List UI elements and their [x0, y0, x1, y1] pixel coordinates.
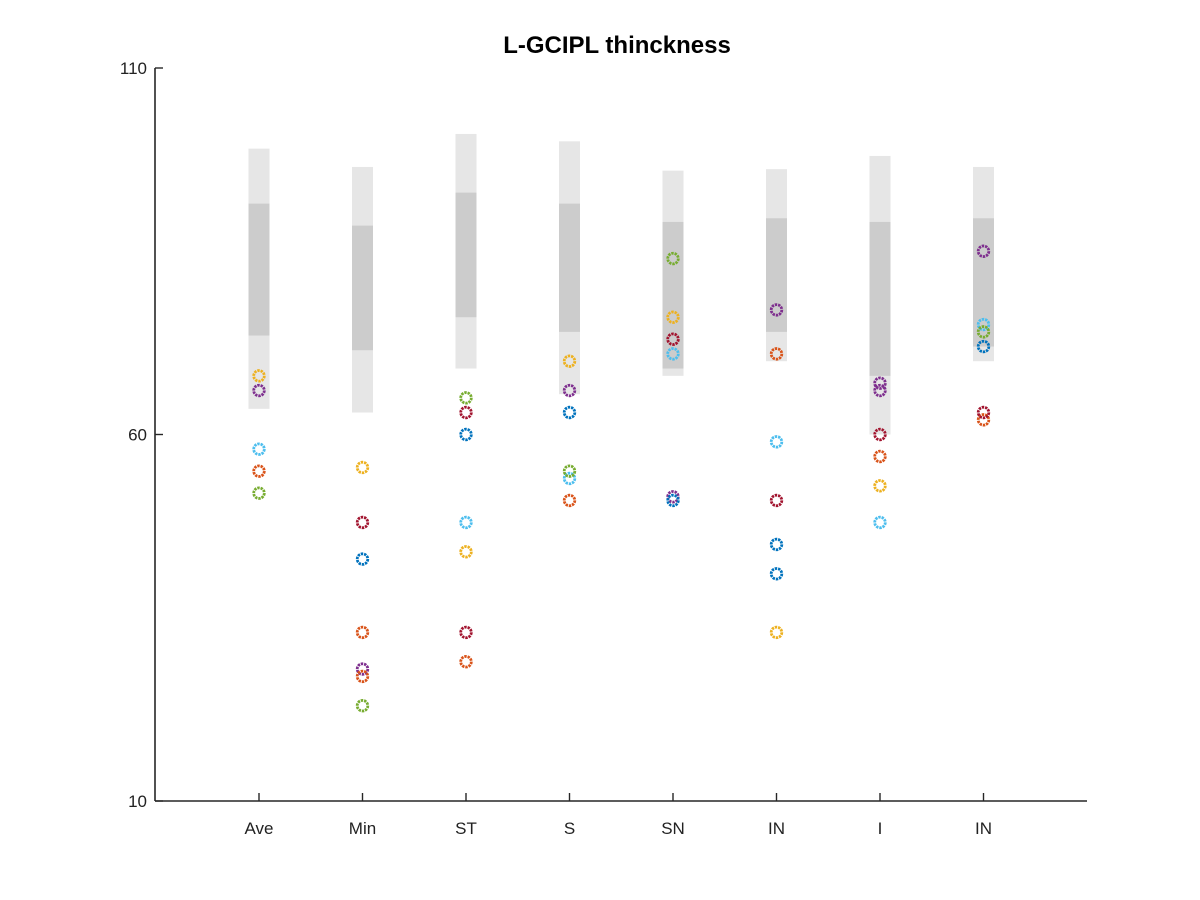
- point-s3-c5: [769, 347, 784, 361]
- point-s6-c5: [769, 537, 784, 552]
- band-inner-5: [766, 218, 787, 332]
- point-s3-c2: [459, 655, 473, 669]
- point-s2-c4: [666, 347, 680, 361]
- axes: 10 60 110 Ave Min ST S SN IN I IN: [120, 59, 1087, 838]
- point-s0-c6: [873, 479, 887, 493]
- point-s2-c2: [459, 515, 473, 530]
- point-s0-c3: [562, 354, 577, 368]
- point-s2-c6: [873, 515, 887, 530]
- band-inner-1: [352, 225, 373, 351]
- point-s5-c2: [459, 405, 473, 420]
- point-s2-c3: [562, 471, 577, 486]
- point-s6-c3: [562, 405, 577, 420]
- x-tick-label-3: S: [564, 819, 575, 838]
- band-inner-2: [455, 192, 477, 318]
- point-s4-c7: [976, 325, 991, 339]
- x-tick-label-1: Min: [349, 819, 376, 838]
- point-s5-c7: [976, 405, 991, 420]
- point-s5-c4: [666, 332, 680, 346]
- point-s3-c7: [976, 413, 991, 427]
- band-inner-6: [869, 221, 891, 376]
- band-inner-3: [559, 203, 580, 332]
- point-s3-c3: [562, 493, 577, 508]
- x-tick-label-5: IN: [768, 819, 785, 838]
- point-s4-c1: [355, 699, 370, 713]
- point-s11-c6: [873, 376, 887, 390]
- point-s4-c2: [459, 391, 473, 405]
- point-s5-c1: [355, 515, 370, 530]
- point-s9-c1: [355, 625, 370, 640]
- point-s4-c4: [666, 251, 680, 266]
- point-s1-c7: [976, 244, 991, 258]
- point-s0-c2: [459, 545, 473, 559]
- point-s2-c7: [976, 317, 991, 332]
- point-s1-c0: [252, 383, 266, 398]
- point-s6-c7: [976, 339, 991, 354]
- data-points: [252, 244, 991, 713]
- normative-bands: [248, 133, 994, 435]
- point-s3-c0: [252, 464, 266, 478]
- point-s0-c4: [666, 310, 680, 324]
- point-s0-c0: [252, 369, 266, 383]
- point-s1-c5: [769, 303, 784, 317]
- point-s2-c0: [252, 442, 266, 456]
- y-tick-label-0: 10: [128, 792, 147, 811]
- chart-title: L-GCIPL thinckness: [503, 32, 731, 59]
- point-s5-c6: [873, 427, 887, 442]
- x-tick-label-7: IN: [975, 819, 992, 838]
- point-s10-c5: [769, 625, 784, 640]
- point-s2-c5: [769, 435, 784, 449]
- x-tick-label-6: I: [878, 819, 883, 838]
- x-tick-label-4: SN: [661, 819, 685, 838]
- x-tick-label-0: Ave: [245, 819, 274, 838]
- point-s7-c2: [459, 625, 473, 640]
- band-inner-4: [662, 221, 684, 369]
- point-s8-c5: [769, 567, 784, 581]
- point-s1-c3: [562, 383, 577, 398]
- point-s1-c4: [666, 490, 680, 504]
- band-inner-0: [248, 203, 270, 336]
- point-s6-c2: [459, 427, 473, 442]
- point-s4-c3: [562, 464, 577, 478]
- point-s0-c1: [355, 460, 370, 475]
- point-s5-c5: [769, 493, 784, 508]
- point-s3-c1: [355, 669, 370, 684]
- point-s6-c1: [355, 552, 370, 566]
- point-s1-c6: [873, 383, 887, 398]
- y-tick-label-2: 110: [120, 59, 147, 78]
- point-s3-c6: [873, 449, 887, 464]
- y-tick-label-1: 60: [128, 426, 147, 445]
- x-tick-label-2: ST: [455, 819, 477, 838]
- point-s6-c4: [666, 493, 680, 508]
- point-s1-c1: [355, 662, 370, 676]
- point-s4-c0: [252, 486, 266, 500]
